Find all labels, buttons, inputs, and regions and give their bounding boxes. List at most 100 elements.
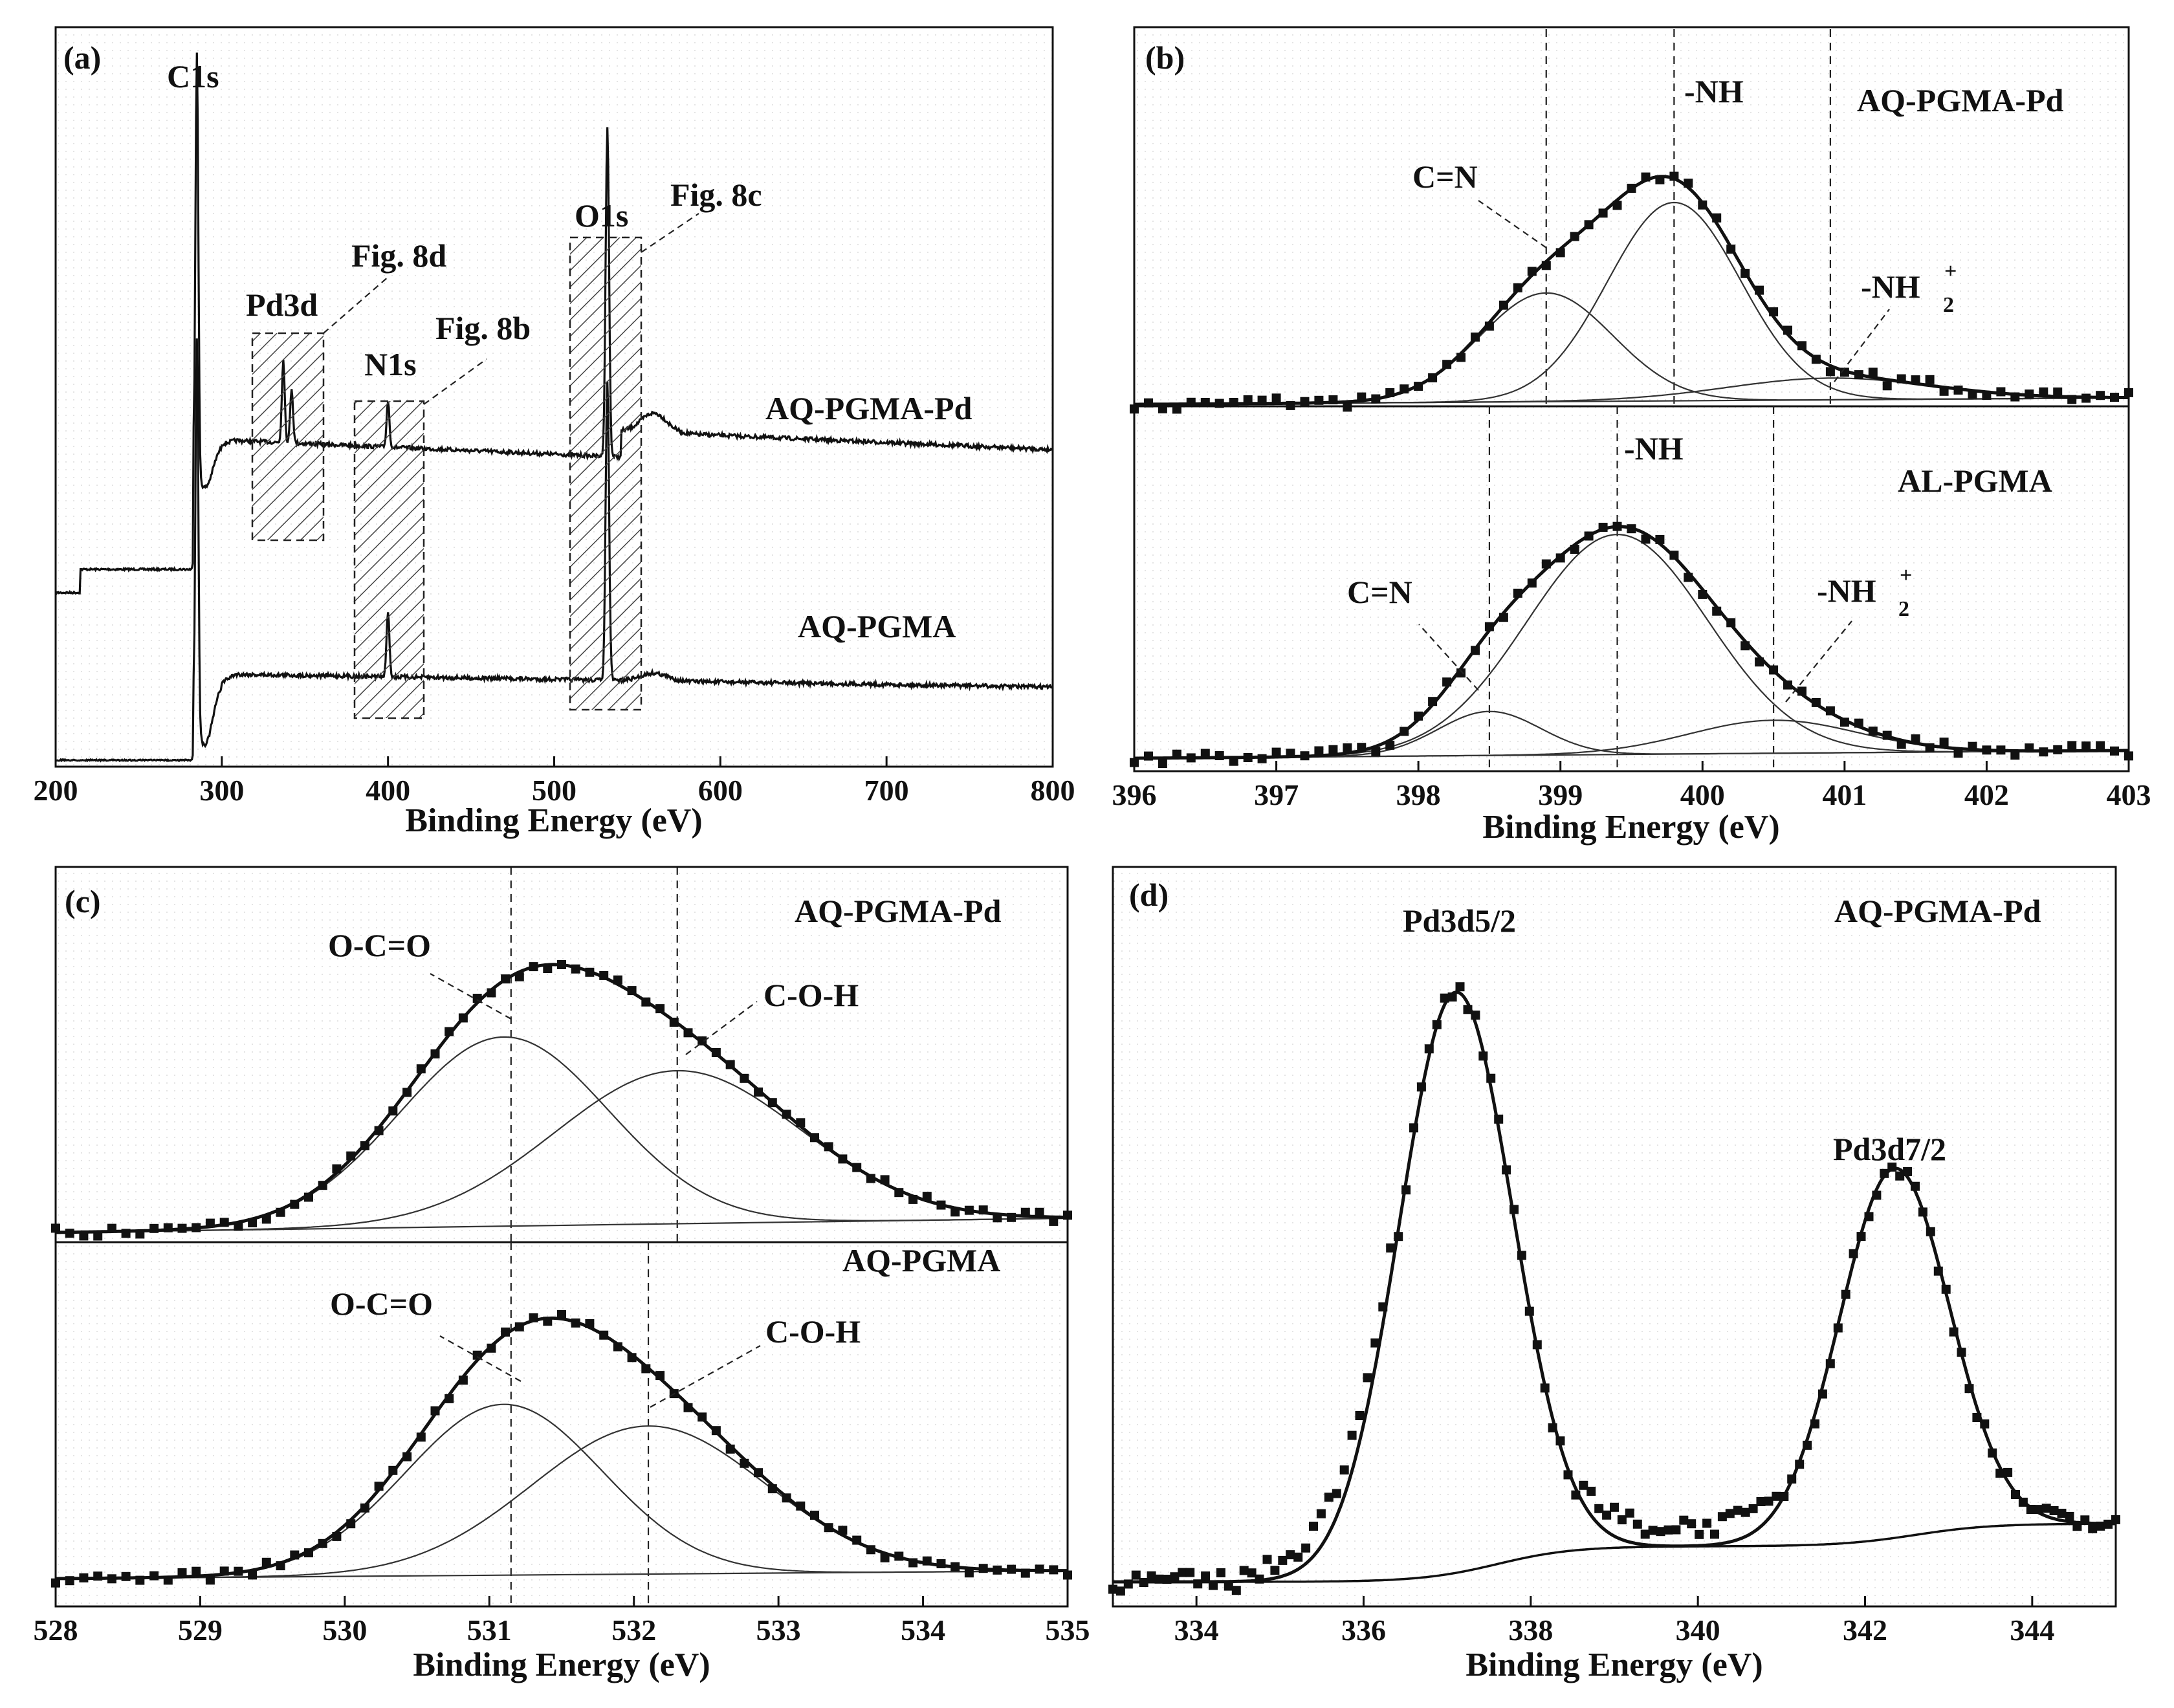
b-top-data-point [1598,208,1608,218]
c-bot-data-point [782,1493,791,1503]
c-bot-data-point [388,1465,398,1475]
b-bot-data-point [1968,741,1977,751]
a-x-tick-label: 800 [1031,774,1075,807]
d-data-point [1911,1181,1920,1191]
c-top-data-point [529,962,538,972]
d-data-point [2034,1505,2043,1515]
panel-d: 334 336 338 340 342 344 (d) AQ-PGMA-Pd Pd3d5/… [1108,866,2120,1683]
c-top-data-point [65,1229,74,1238]
b-bot-data-point [1158,759,1167,769]
b-top-data-point [1655,175,1665,184]
a-x-tick-label: 400 [366,774,410,807]
b-bot-data-point [1499,613,1508,622]
c-top-data-point [613,975,622,985]
panel-a: 200 300 400 500 600 700 800 (a) C1s Pd3d N1s O… [34,26,1075,839]
c-bot-data-point [894,1551,904,1561]
d-data-point [1386,1243,1396,1253]
d-x-tick-label: 340 [1676,1614,1720,1647]
d-data-point [1764,1496,1773,1506]
c-bot-data-point [599,1330,609,1340]
d-data-point [1185,1568,1195,1577]
c-bot-data-point [613,1342,622,1352]
d-data-point [1864,1212,1874,1221]
d-data-point [1154,1574,1164,1584]
b-top-data-point [1300,397,1310,406]
fig8c-leader [641,213,699,253]
b-top-data-point [1612,201,1622,210]
d-data-point [1872,1190,1882,1200]
c-bot-data-point [866,1545,875,1555]
c-top-data-point [360,1141,369,1150]
b-top-cn-leader [1478,200,1547,248]
b-bot-data-point [1726,618,1736,628]
b-top-data-point [1541,261,1551,270]
c-bot-data-point [332,1531,342,1541]
b-bot-data-point [1144,751,1153,761]
c-bot-data-point [964,1568,974,1578]
c-top-data-point [107,1223,116,1233]
d-data-point [1695,1529,1704,1539]
d-data-point [1139,1578,1148,1587]
d-data-point [1231,1586,1241,1595]
survey-line-aq-pgma [55,338,1053,763]
b-top-data-point [1200,398,1210,407]
c-top-data-point [219,1218,229,1227]
panel-c-label: (c) [65,883,101,919]
c-top-data-point [852,1163,862,1172]
d-data-point [1602,1510,1612,1520]
svg-text:2: 2 [1898,597,1909,621]
fig8b-label: Fig. 8b [435,310,531,346]
d-data-point [1424,1044,1434,1054]
c-top-data-point [697,1036,707,1046]
d-data-point [1926,1227,1935,1236]
panel-a-label: (a) [63,39,101,76]
b-top-nh2-label: -NH + 2 [1861,259,1957,317]
c-top-data-point [318,1181,327,1190]
b-top-data-point [1400,384,1409,394]
c-top-data-point [248,1218,258,1227]
c-bot-data-point [430,1406,440,1416]
c-bot-data-point [261,1557,271,1567]
c-bot-data-point [641,1364,651,1374]
d-data-point [1964,1384,1974,1394]
b-top-data-point [1456,353,1466,362]
b-bot-data-point [1953,749,1963,758]
b-top-data-point [1471,333,1480,342]
d-envelope [1113,991,2116,1584]
c-bot-data-point [458,1375,468,1385]
c-top-data-point [501,974,511,984]
c-top-data-point [121,1229,131,1238]
b-bot-data-point [2053,745,2063,754]
d-data-point [1895,1171,1905,1181]
c-bot-oco-leader [439,1335,522,1382]
d-data-point [2057,1509,2067,1518]
c-top-data-point [627,986,637,996]
b-bot-data-point [1783,680,1792,690]
b-bot-data-point [1839,717,1849,727]
d-data-point [1216,1568,1225,1577]
c-bot-oco-label: O-C=O [330,1286,433,1322]
d-data-point [2103,1519,2113,1529]
panel-a-boxes [251,236,642,719]
d-data-point [1679,1515,1689,1525]
b-bot-data-point [1257,754,1267,763]
b-top-data-point [1484,322,1494,331]
b-top-data-point [1825,367,1835,377]
b-top-data-point [1257,395,1267,405]
b-bot-data-point [1442,677,1452,687]
d-data-point [1803,1440,1812,1450]
c-bot-data-point [290,1550,300,1560]
b-top-nh2-leader [1834,309,1890,382]
c-bot-data-point [922,1556,932,1566]
c-bot-data-point [514,1322,524,1331]
d-data-point [1787,1474,1797,1484]
d-data-point [1995,1469,2005,1478]
c-bot-data-point [93,1571,103,1581]
c-bot-data-point [978,1564,988,1573]
c-bot-data-point [65,1576,74,1586]
b-top-data-point [2010,392,2020,402]
fig8d-leader [323,276,389,334]
b-bot-data-point [1882,730,1892,740]
d-data-point [1833,1323,1843,1333]
b-bot-data-point [1385,740,1395,750]
